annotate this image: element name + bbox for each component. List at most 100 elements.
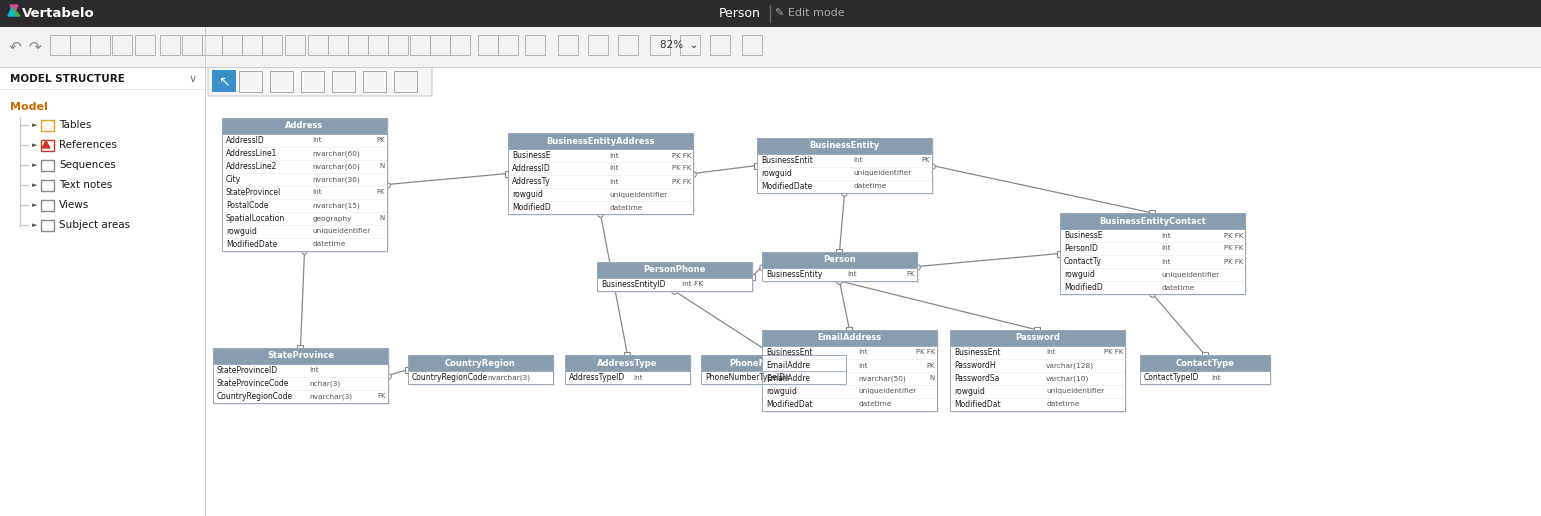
Text: rowguid: rowguid [954, 387, 985, 396]
Text: ►: ► [32, 202, 37, 208]
Text: int: int [310, 367, 319, 374]
Text: StateProvinceCode: StateProvinceCode [217, 379, 290, 388]
FancyBboxPatch shape [223, 120, 388, 253]
Text: References: References [59, 140, 117, 150]
Text: int: int [313, 137, 322, 143]
FancyBboxPatch shape [1060, 229, 1245, 294]
Text: Password: Password [1016, 333, 1060, 343]
Text: ►: ► [32, 162, 37, 168]
Text: nvarchar(30): nvarchar(30) [313, 176, 361, 183]
FancyBboxPatch shape [703, 357, 848, 386]
Text: Subject areas: Subject areas [59, 220, 129, 230]
Text: rowguid: rowguid [1063, 270, 1094, 279]
FancyBboxPatch shape [764, 332, 938, 413]
Text: nvarchar(60): nvarchar(60) [313, 163, 361, 170]
FancyBboxPatch shape [0, 0, 1541, 27]
FancyBboxPatch shape [701, 371, 846, 384]
FancyBboxPatch shape [510, 135, 695, 216]
FancyBboxPatch shape [757, 138, 932, 154]
Text: geography: geography [313, 216, 353, 221]
Text: ✎ Edit mode: ✎ Edit mode [775, 8, 844, 19]
Text: FK: FK [906, 271, 915, 278]
Text: PK: PK [922, 157, 931, 164]
Text: Vertabelo: Vertabelo [22, 7, 94, 20]
Text: PK FK: PK FK [1103, 349, 1123, 356]
Text: Views: Views [59, 200, 89, 210]
FancyBboxPatch shape [949, 330, 1125, 346]
FancyBboxPatch shape [566, 371, 690, 384]
Text: int: int [854, 157, 863, 164]
Text: int: int [610, 153, 619, 158]
Text: FK: FK [376, 189, 385, 196]
Text: PK FK: PK FK [672, 166, 690, 171]
Text: City: City [227, 175, 240, 184]
Text: int: int [1162, 259, 1171, 265]
Text: datetime: datetime [858, 401, 892, 408]
Text: int: int [610, 166, 619, 171]
Text: rowguid: rowguid [761, 169, 792, 178]
Text: PK: PK [376, 137, 385, 143]
Text: BusinessEnt: BusinessEnt [954, 348, 1000, 357]
FancyBboxPatch shape [213, 364, 388, 403]
Text: AddressTypeID: AddressTypeID [569, 373, 626, 382]
Text: AddressLine1: AddressLine1 [227, 149, 277, 158]
Text: nvarchar(15): nvarchar(15) [313, 202, 361, 209]
Text: StateProvinceI: StateProvinceI [227, 188, 282, 197]
Text: AddressID: AddressID [512, 164, 550, 173]
Text: nvarchar(60): nvarchar(60) [313, 150, 361, 157]
Text: CountryRegion: CountryRegion [445, 359, 516, 367]
Text: datetime: datetime [313, 241, 347, 248]
Text: AddressLine2: AddressLine2 [227, 162, 277, 171]
Text: varchar(128): varchar(128) [1046, 362, 1094, 369]
Text: Address: Address [285, 121, 324, 131]
Text: 82%  ⌄: 82% ⌄ [660, 40, 698, 50]
Text: EmailAddre: EmailAddre [766, 361, 811, 370]
FancyBboxPatch shape [0, 67, 205, 516]
FancyBboxPatch shape [761, 330, 937, 346]
Text: ModifiedDate: ModifiedDate [761, 182, 812, 191]
Text: int: int [1162, 233, 1171, 238]
Text: ContactTy: ContactTy [1063, 257, 1102, 266]
Text: PK FK: PK FK [915, 349, 935, 356]
FancyBboxPatch shape [410, 357, 555, 386]
Polygon shape [12, 7, 20, 16]
Text: MODEL STRUCTURE: MODEL STRUCTURE [9, 74, 125, 84]
Text: int: int [1211, 375, 1220, 380]
Text: rowguid: rowguid [227, 227, 257, 236]
Text: AddressTy: AddressTy [512, 177, 550, 186]
Text: AddressType: AddressType [598, 359, 658, 367]
FancyBboxPatch shape [408, 371, 553, 384]
Text: datetime: datetime [610, 204, 643, 211]
FancyBboxPatch shape [213, 348, 388, 364]
Text: BusinessEnt: BusinessEnt [766, 348, 812, 357]
Text: StateProvince: StateProvince [267, 351, 334, 361]
Text: rowguid: rowguid [512, 190, 542, 199]
Text: SpatialLocation: SpatialLocation [227, 214, 285, 223]
FancyBboxPatch shape [761, 252, 917, 268]
FancyBboxPatch shape [213, 70, 236, 92]
Text: ►: ► [32, 182, 37, 188]
Text: datetime: datetime [1046, 401, 1080, 408]
FancyBboxPatch shape [596, 262, 752, 278]
Text: nvarchar(3): nvarchar(3) [488, 374, 532, 381]
Text: int: int [858, 349, 868, 356]
Text: ↶: ↶ [9, 40, 22, 55]
Text: rowguid: rowguid [766, 387, 797, 396]
Text: PK: PK [926, 363, 935, 368]
Text: int: int [1162, 246, 1171, 251]
Text: datetime: datetime [1162, 284, 1196, 291]
Polygon shape [8, 7, 15, 16]
Text: PasswordSa: PasswordSa [954, 374, 1000, 383]
Text: int: int [1046, 349, 1056, 356]
Text: Tables: Tables [59, 120, 91, 130]
Text: ↖: ↖ [219, 74, 230, 88]
FancyBboxPatch shape [1140, 355, 1270, 371]
Text: PK FK: PK FK [672, 179, 690, 185]
FancyBboxPatch shape [1060, 213, 1245, 229]
Text: PK FK: PK FK [1224, 233, 1244, 238]
Text: uniqueidentifier: uniqueidentifier [1046, 389, 1105, 395]
FancyBboxPatch shape [596, 278, 752, 291]
FancyBboxPatch shape [222, 134, 387, 251]
FancyBboxPatch shape [761, 346, 937, 411]
Text: int: int [781, 375, 791, 380]
